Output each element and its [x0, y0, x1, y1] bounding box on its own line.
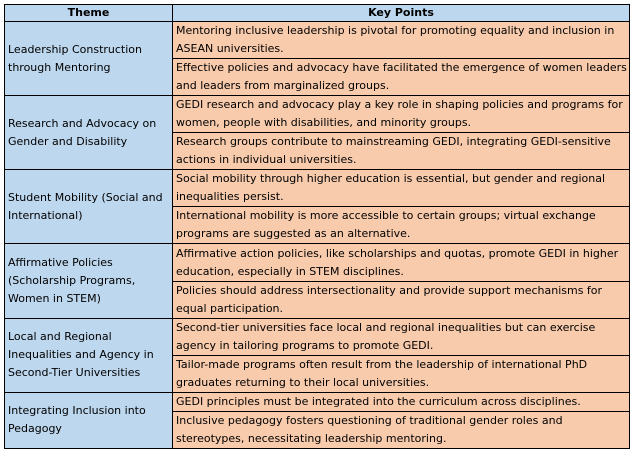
key-point-cell[interactable]: Social mobility through higher education…: [172, 169, 630, 208]
table-row: Integrating Inclusion into Pedagogy GEDI…: [4, 391, 630, 450]
theme-cell[interactable]: Local and Regional Inequalities and Agen…: [4, 317, 173, 393]
key-point-cell[interactable]: Second-tier universities face local and …: [172, 317, 630, 356]
key-point-cell[interactable]: Policies should address intersectionalit…: [172, 280, 630, 319]
theme-cell[interactable]: Research and Advocacy on Gender and Disa…: [4, 95, 173, 171]
theme-cell[interactable]: Integrating Inclusion into Pedagogy: [4, 391, 173, 450]
themes-table: Theme Key Points Leadership Construction…: [4, 4, 630, 450]
table-row: Inclusive pedagogy fosters questioning o…: [5, 410, 630, 450]
key-point-cell[interactable]: Effective policies and advocacy have fac…: [172, 58, 630, 97]
theme-cell[interactable]: Leadership Construction through Mentorin…: [4, 20, 173, 97]
key-point-cell[interactable]: GEDI research and advocacy play a key ro…: [172, 95, 630, 134]
key-point-cell[interactable]: GEDI principles must be integrated into …: [172, 391, 630, 412]
table-row: Student Mobility (Social and Internation…: [4, 169, 630, 245]
key-point-cell[interactable]: Inclusive pedagogy fosters questioning o…: [172, 410, 630, 450]
table-row: Policies should address intersectionalit…: [5, 280, 630, 319]
theme-cell[interactable]: Affirmative Policies (Scholarship Progra…: [4, 243, 173, 319]
table-row: Affirmative Policies (Scholarship Progra…: [4, 243, 630, 319]
header-row: Theme Key Points: [4, 4, 630, 22]
key-point-cell[interactable]: Tailor-made programs often result from t…: [172, 354, 630, 393]
table-row: Tailor-made programs often result from t…: [5, 354, 630, 393]
table-row: Research groups contribute to mainstream…: [5, 132, 630, 171]
spreadsheet-table-container: Theme Key Points Leadership Construction…: [4, 4, 630, 450]
table-row: Local and Regional Inequalities and Agen…: [4, 317, 630, 393]
key-point-cell[interactable]: International mobility is more accessibl…: [172, 206, 630, 245]
key-point-cell[interactable]: Affirmative action policies, like schola…: [172, 243, 630, 282]
key-point-cell[interactable]: Research groups contribute to mainstream…: [172, 132, 630, 171]
table-row: Leadership Construction through Mentorin…: [4, 20, 630, 97]
header-key-points[interactable]: Key Points: [172, 4, 630, 22]
theme-cell[interactable]: Student Mobility (Social and Internation…: [4, 169, 173, 245]
header-theme[interactable]: Theme: [4, 4, 173, 22]
table-row: Effective policies and advocacy have fac…: [5, 58, 630, 97]
table-row: Research and Advocacy on Gender and Disa…: [4, 95, 630, 171]
key-point-cell[interactable]: Mentoring inclusive leadership is pivota…: [172, 20, 630, 60]
table-row: International mobility is more accessibl…: [5, 206, 630, 245]
